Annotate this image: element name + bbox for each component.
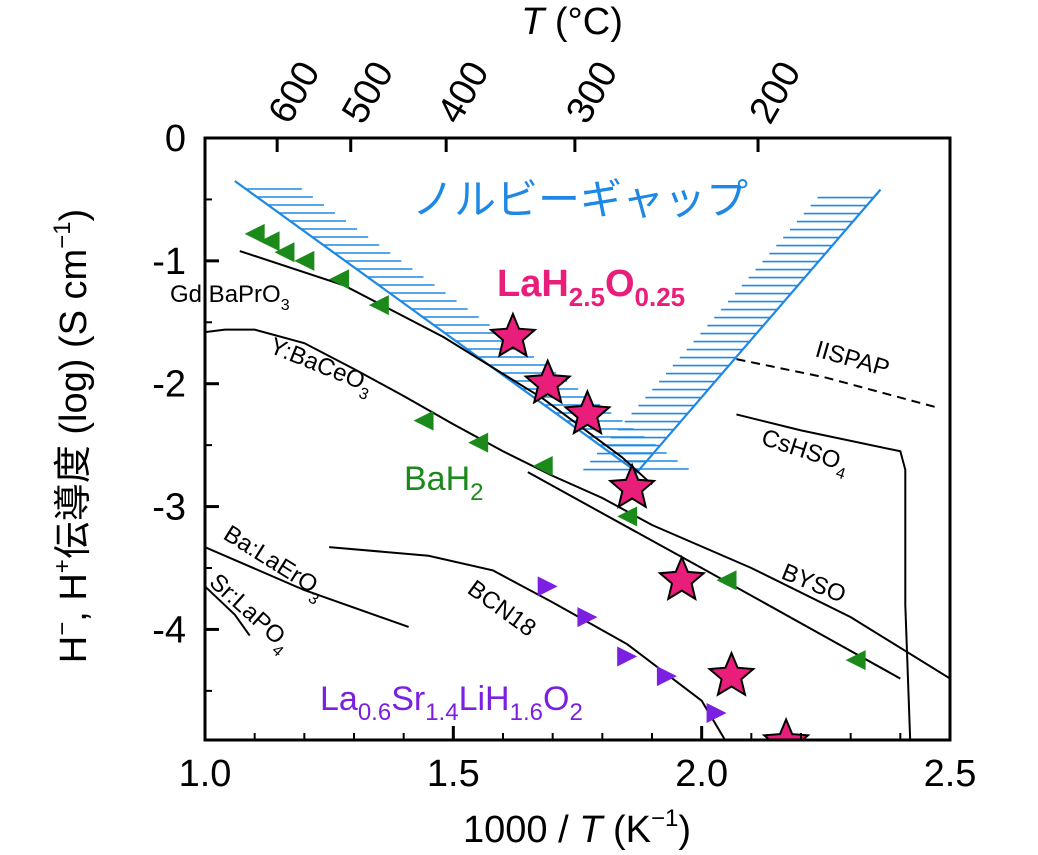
plot-clip-group [205, 180, 950, 740]
ref-line [527, 471, 901, 680]
top-tick-label: 200 [741, 55, 809, 131]
ref-line [329, 546, 727, 740]
y-tick-label: -1 [152, 241, 186, 283]
y-axis-title: H−, H+伝導度 (log) (S cm−1) [49, 209, 95, 663]
bah2-series-label: BaH2 [404, 460, 484, 506]
ref-line [205, 585, 251, 637]
bah2-point [274, 242, 295, 263]
lasrlih-point [617, 646, 638, 667]
bah2-point [845, 650, 866, 671]
lah-star-point [607, 462, 657, 509]
ref-line [205, 546, 409, 628]
y-tick-label: -4 [152, 609, 186, 651]
y-tick-label: 0 [165, 118, 186, 160]
lah-star-point [761, 716, 811, 740]
y-baceo3-label: Y:BaCeO3 [264, 333, 377, 404]
bah2-point [368, 295, 389, 316]
lasrlih-point [656, 666, 677, 687]
lah-star-point [563, 388, 612, 436]
bah2-point [329, 269, 350, 290]
plot-frame [203, 136, 952, 742]
lah-star-point [488, 311, 538, 358]
top-tick-label: 400 [430, 55, 498, 131]
cshso4-label: CsHSO4 [756, 424, 852, 483]
x-tick-label: 2.0 [675, 753, 728, 795]
lah-series-label: LaH2.5O0.25 [497, 263, 685, 312]
bah2-point [532, 456, 553, 477]
plot-area [205, 180, 950, 740]
bah2-point [413, 410, 434, 431]
lah-star-point [707, 650, 756, 697]
bah2-point [259, 231, 280, 252]
bah2-point [468, 432, 489, 453]
bah2-point [716, 570, 737, 591]
ref-line [239, 250, 653, 486]
lasrlih-point [537, 576, 558, 597]
top-tick-label: 600 [261, 55, 329, 131]
lah-star-point [523, 358, 573, 405]
x-axis-title: 1000 / T (K−1) [463, 805, 691, 851]
bah2-point [617, 506, 638, 527]
lasrlih-series-label: La0.6Sr1.4LiH1.6O2 [320, 680, 583, 726]
x-tick-label: 2.5 [924, 753, 977, 795]
top-tick-label: 300 [558, 55, 626, 131]
ref-line [736, 413, 912, 740]
bcn18-label: BCN18 [462, 575, 540, 642]
gd-baprO3-label: Gd:BaPrO3 [170, 281, 290, 314]
lasrlih-point [577, 607, 598, 628]
byso-label: BYSO [778, 559, 850, 609]
iispap-label: IISPAP [812, 336, 892, 383]
ref-line [736, 358, 941, 410]
lah-star-point [657, 554, 707, 602]
y-tick-label: -2 [152, 364, 186, 406]
y-tick-label: -3 [152, 487, 186, 529]
norby-gap-label: ノルビーギャップ [412, 176, 748, 223]
top-axis-title: T (°C) [521, 1, 623, 43]
x-tick-label: 1.0 [179, 753, 232, 795]
x-tick-label: 1.5 [427, 753, 480, 795]
top-tick-label: 500 [334, 55, 402, 131]
bah2-point [244, 223, 265, 244]
lasrlih-point [706, 702, 727, 723]
norby-gap-line [234, 180, 882, 474]
bah2-point [294, 250, 315, 271]
